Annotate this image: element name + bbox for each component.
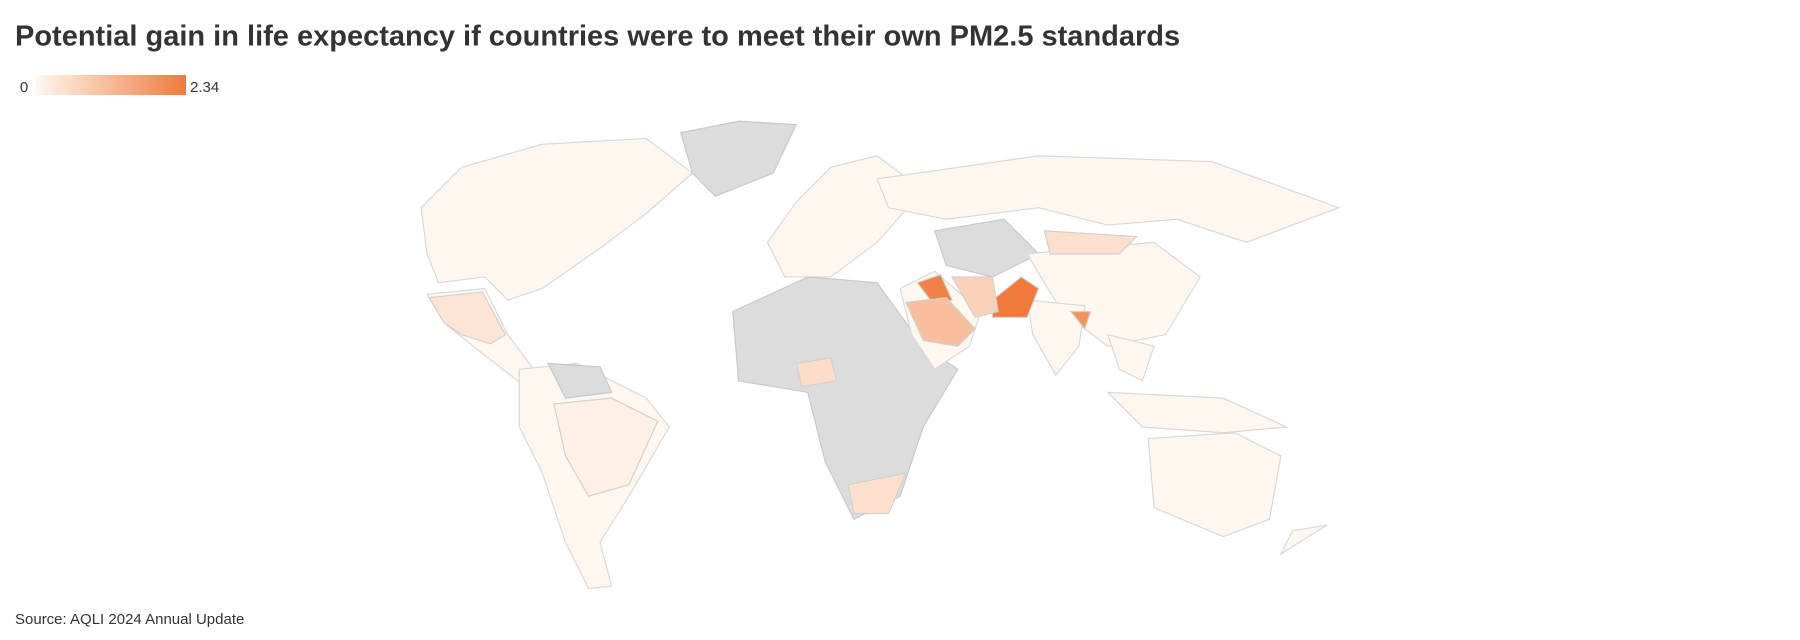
legend-min: 0 [20,79,28,96]
land [680,120,798,197]
land [1147,432,1282,538]
land [547,362,613,399]
land [766,155,925,278]
legend-max: 2.34 [190,79,219,96]
source-note: Source: AQLI 2024 Annual Update [15,611,244,628]
land [420,137,694,301]
region [428,291,507,345]
region [1069,311,1092,331]
legend-bar [36,75,186,95]
region [553,397,659,497]
region [991,276,1040,318]
region [951,276,999,319]
region [1043,230,1139,255]
land [876,155,1341,243]
land [1026,299,1086,377]
map [420,120,1341,590]
region [847,472,907,515]
land [732,276,959,521]
land [933,218,1040,278]
region [905,297,976,347]
region [795,357,838,388]
land [1106,391,1289,434]
land [1106,333,1155,382]
chart-title: Potential gain in life expectancy if cou… [15,21,1180,53]
land [1279,524,1328,556]
